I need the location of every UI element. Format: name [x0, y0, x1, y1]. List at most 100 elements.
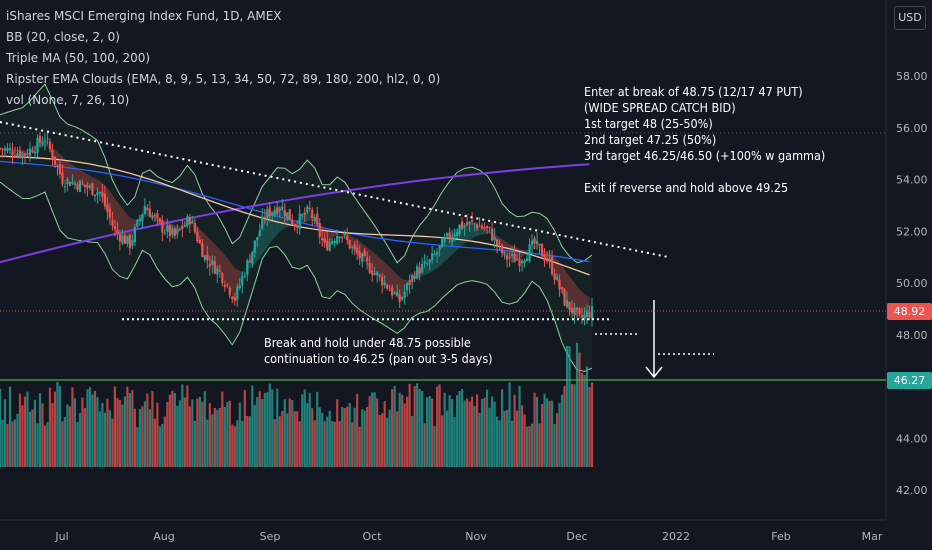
candle-body [560, 287, 564, 290]
candle-body [313, 216, 316, 222]
candle-body [288, 209, 291, 221]
volume-bar [563, 385, 566, 467]
candle-body [503, 252, 506, 254]
volume-bar [138, 409, 141, 467]
candle-body [108, 208, 112, 218]
y-tick-label: 52.00 [896, 225, 928, 238]
candle-body [363, 250, 366, 257]
ema-cloud-segment [219, 249, 225, 282]
volume-bar [488, 407, 491, 467]
ema-cloud-segment [139, 205, 145, 220]
bb-fill [0, 84, 592, 372]
volume-bar [161, 423, 164, 467]
volume-bar [146, 393, 149, 467]
candle-body [91, 183, 94, 195]
candle-body [568, 301, 571, 310]
y-tick-label: 42.00 [896, 484, 928, 497]
currency-button[interactable]: USD [894, 6, 926, 30]
candle-body [488, 226, 491, 228]
volume-bar [520, 405, 524, 467]
volume-bar [475, 394, 479, 467]
volume-bar [401, 394, 404, 467]
volume-bar [211, 414, 214, 467]
volume-bar [423, 423, 426, 467]
candle-body [558, 279, 561, 290]
volume-bar [28, 411, 32, 467]
candle-body [283, 209, 286, 217]
candle-body [218, 270, 221, 272]
candle-body [321, 238, 324, 240]
candle-body [386, 284, 389, 289]
volume-bar [16, 413, 19, 467]
ema-cloud-segment [564, 269, 570, 308]
volume-bar [540, 404, 544, 467]
volume-bar [296, 411, 299, 467]
candle-body [241, 276, 244, 286]
volume-bar [88, 387, 92, 467]
candle-body [188, 217, 191, 225]
volume-bar [226, 401, 229, 467]
volume-bar [538, 423, 541, 467]
volume-bar [158, 426, 161, 467]
ema-cloud-segment [359, 241, 365, 263]
volume-bar [503, 410, 506, 467]
volume-bar [298, 421, 301, 467]
volume-bar [181, 384, 184, 467]
volume-bar [448, 395, 451, 467]
candle-body [518, 259, 521, 267]
candle-body [156, 213, 159, 218]
volume-bar [21, 405, 24, 467]
candle-body [580, 315, 584, 318]
candle-body [575, 307, 579, 310]
candle-body [408, 280, 411, 286]
candle-body [131, 240, 134, 246]
volume-bar [136, 426, 139, 467]
volume-bar [221, 391, 224, 467]
volume-bar [31, 409, 34, 467]
candle-body [93, 194, 97, 197]
candle-body [123, 235, 126, 244]
candle-body [238, 285, 241, 289]
candle-body [11, 151, 14, 156]
candle-body [398, 294, 401, 303]
candle-body [71, 181, 74, 184]
candle-body [88, 185, 92, 188]
ema-cloud-segment [214, 244, 220, 273]
ema-cloud-segment [314, 220, 320, 235]
indicator-ema-clouds[interactable]: Ripster EMA Clouds (EMA, 8, 9, 5, 13, 34… [6, 72, 441, 86]
indicator-volume[interactable]: vol (None, 7, 26, 10) [6, 93, 130, 107]
candle-body [261, 216, 264, 229]
volume-bar [156, 402, 159, 467]
ema-cloud-segment [369, 249, 375, 273]
volume-bar [133, 408, 136, 467]
volume-bar [153, 418, 156, 467]
candle-body [550, 256, 554, 275]
candle-body [118, 234, 121, 242]
indicator-triple-ma[interactable]: Triple MA (50, 100, 200) [6, 51, 151, 65]
candle-body [263, 217, 266, 219]
candle-body [565, 299, 569, 308]
volume-bar [113, 386, 117, 467]
volume-bar [288, 398, 291, 467]
candle-body [341, 236, 344, 238]
volume-bar [490, 396, 494, 467]
volume-bar [56, 382, 59, 467]
candle-body [273, 210, 276, 216]
indicator-bb[interactable]: BB (20, close, 2, 0) [6, 30, 120, 44]
volume-bar [348, 402, 351, 467]
ema-cloud-segment [144, 205, 150, 217]
candle-body [401, 297, 404, 300]
volume-bar [525, 426, 529, 467]
volume-bar [466, 398, 469, 467]
candle-body [431, 253, 434, 261]
candle-body [356, 247, 359, 254]
volume-bar [508, 382, 511, 467]
candle-body [343, 233, 346, 235]
chart-title: iShares MSCI Emerging Index Fund, 1D, AM… [6, 9, 282, 23]
candle-body [148, 208, 151, 218]
volume-bar [371, 392, 374, 467]
candle-body [198, 240, 201, 244]
candle-body [585, 311, 589, 317]
down-arrow-head [645, 366, 663, 379]
